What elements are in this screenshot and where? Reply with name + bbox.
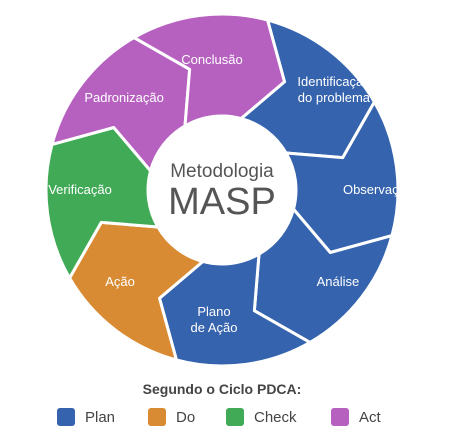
segment-4-label: Plano de Ação — [191, 304, 238, 335]
legend-item-do: Do — [148, 408, 195, 426]
legend-swatch-do — [148, 408, 166, 426]
legend-label-do: Do — [176, 409, 195, 426]
center-acronym: MASP — [168, 181, 276, 223]
segment-1-label: Identificação do problema — [297, 74, 370, 105]
segment-4-label-line: de Ação — [191, 320, 238, 335]
segment-1-plan — [239, 18, 376, 160]
segment-5-label: Ação — [105, 274, 135, 289]
segment-3-plan — [252, 207, 394, 344]
legend-item-act: Act — [331, 408, 382, 426]
segment-5-label-line: Ação — [105, 274, 135, 289]
legend-item-plan: Plan — [57, 408, 115, 426]
segment-3-label-line: Análise — [317, 274, 360, 289]
segment-8-act — [132, 12, 286, 128]
segment-2-label: Observação — [343, 182, 413, 197]
legend-swatch-check — [226, 408, 244, 426]
legend-title: Segundo o Ciclo PDCA: — [143, 381, 302, 397]
center-circle — [148, 116, 296, 264]
center-title: Metodologia — [170, 161, 274, 182]
segment-1-label-line: Identificação — [297, 74, 370, 89]
legend-swatch-act — [331, 408, 349, 426]
segment-6-label: Verificação — [48, 182, 112, 197]
legend-label-plan: Plan — [85, 409, 115, 426]
segment-7-label: Padronização — [84, 90, 164, 105]
segment-3-label: Análise — [317, 274, 360, 289]
segment-5-do — [68, 220, 205, 362]
legend-label-check: Check — [254, 409, 297, 426]
segment-7-act — [50, 36, 192, 173]
segment-6-label-line: Verificação — [48, 182, 112, 197]
segment-1-label-line: do problema — [298, 90, 371, 105]
segment-2-plan — [284, 100, 400, 254]
segment-7-label-line: Padronização — [84, 90, 164, 105]
legend-item-check: Check — [226, 408, 297, 426]
segment-4-plan — [158, 252, 312, 368]
segment-8-label: Conclusão — [181, 52, 242, 67]
segment-2-label-line: Observação — [343, 182, 413, 197]
legend: Plan Do Check Act — [57, 408, 382, 426]
segment-4-label-line: Plano — [197, 304, 230, 319]
segment-8-label-line: Conclusão — [181, 52, 242, 67]
segment-6-check — [44, 126, 160, 280]
legend-swatch-plan — [57, 408, 75, 426]
legend-label-act: Act — [359, 409, 382, 426]
